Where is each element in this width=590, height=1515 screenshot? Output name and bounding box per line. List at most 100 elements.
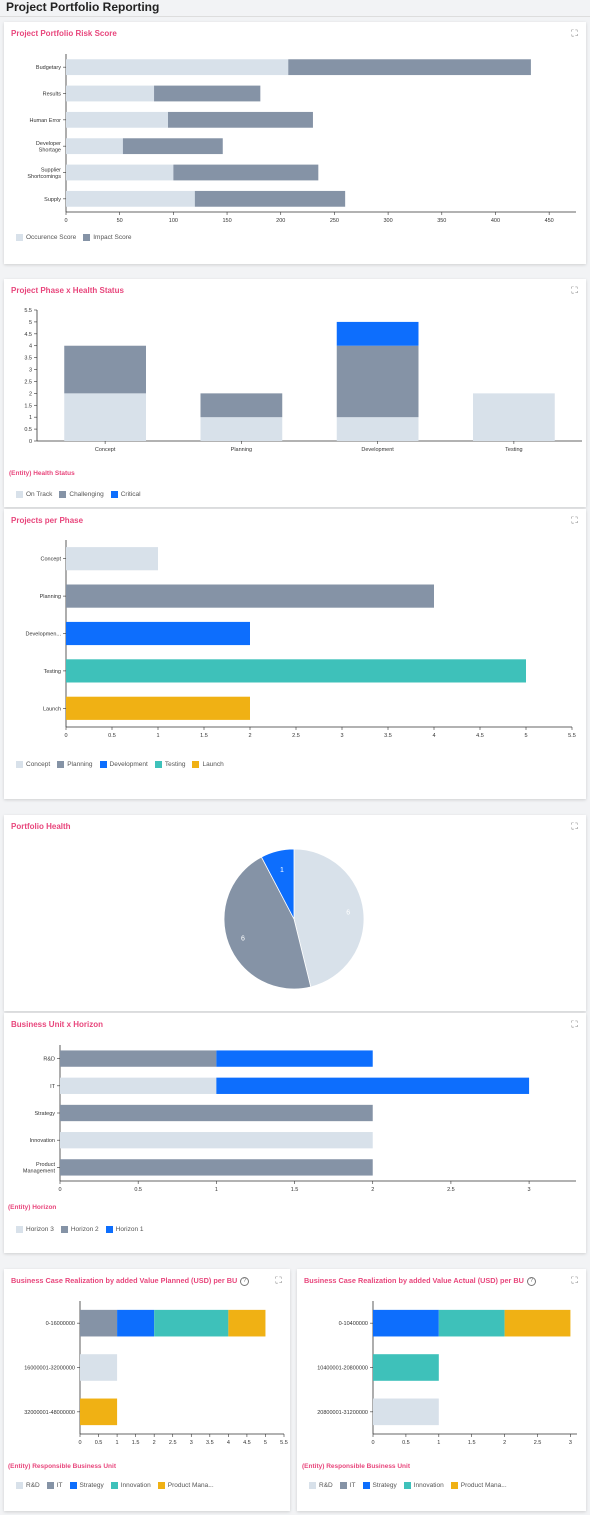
- legend-item[interactable]: R&D: [16, 1482, 40, 1489]
- y-tick-label: Management: [23, 1169, 56, 1175]
- bu-horizon-card: Business Unit x Horizon ⛶ 0 0.5 1 1.5 2 2.5 3 R…: [4, 1013, 586, 1253]
- chart-legend: Occurence Score Impact Score: [16, 234, 132, 241]
- x-tick-label: 0.5: [108, 733, 116, 739]
- legend-swatch: [16, 1482, 23, 1489]
- portfolio-health-card: Portfolio Health ⛶ 6 6 1: [4, 815, 586, 1011]
- expand-icon[interactable]: ⛶: [571, 28, 578, 38]
- x-tick-label: 1.5: [200, 733, 208, 739]
- bar-segment: [60, 1132, 373, 1149]
- legend-item[interactable]: Planning: [57, 761, 93, 768]
- legend-label: Innovation: [120, 1482, 151, 1489]
- y-tick-label: 10400001-20800000: [317, 1366, 368, 1372]
- legend-item[interactable]: Impact Score: [83, 234, 132, 241]
- card-title: Project Phase x Health Status: [11, 286, 124, 295]
- x-tick-label: 200: [276, 218, 285, 224]
- bar-segment: [66, 584, 434, 608]
- bc-actual-chart: 0 0.5 1 1.5 2 2.5 3 0-10400000 10400001-20800000…: [317, 1301, 577, 1446]
- bar-segment: [66, 138, 123, 155]
- legend-label: Impact Score: [93, 234, 132, 241]
- y-tick-label: Budgetary: [36, 65, 61, 71]
- legend-item[interactable]: Innovation: [110, 1482, 151, 1489]
- y-tick-label: 5.5: [24, 308, 32, 314]
- bar-segment: [80, 1309, 118, 1337]
- pie-slice: [293, 848, 365, 988]
- legend-item[interactable]: Strategy: [69, 1482, 104, 1489]
- legend-label: Critical: [120, 491, 141, 498]
- legend-item[interactable]: Challenging: [59, 491, 104, 498]
- legend-item[interactable]: Horizon 1: [105, 1226, 143, 1233]
- legend-item[interactable]: Product Mana...: [157, 1482, 214, 1489]
- y-tick-label: Supplier: [41, 167, 61, 173]
- x-tick-label: 5.5: [568, 733, 576, 739]
- x-tick-label: 1: [116, 1440, 119, 1446]
- expand-icon[interactable]: ⛶: [571, 515, 578, 525]
- bar-segment: [154, 85, 261, 102]
- y-tick-label: Testing: [44, 669, 61, 675]
- y-tick-label: 4.5: [24, 332, 32, 338]
- bar-segment: [168, 111, 313, 128]
- x-tick-label: 300: [384, 218, 393, 224]
- legend-item[interactable]: Occurence Score: [16, 234, 76, 241]
- x-tick-label: 3.5: [206, 1440, 214, 1446]
- legend-item[interactable]: Strategy: [362, 1482, 397, 1489]
- legend-swatch: [16, 761, 23, 768]
- help-icon[interactable]: ?: [240, 1276, 250, 1286]
- legend-swatch: [450, 1482, 458, 1489]
- bar-segment: [373, 1398, 439, 1426]
- pie-slice-label: 6: [241, 935, 245, 942]
- bar-segment: [66, 164, 174, 181]
- legend-label: Concept: [26, 761, 51, 768]
- expand-icon[interactable]: ⛶: [571, 1275, 578, 1285]
- legend-swatch: [83, 234, 91, 241]
- y-tick-label: Planning: [40, 594, 61, 600]
- card-title: Portfolio Health: [11, 822, 71, 831]
- help-icon[interactable]: ?: [526, 1276, 536, 1286]
- legend-swatch: [16, 1226, 23, 1233]
- legend-label: IT: [56, 1482, 63, 1489]
- bar-segment: [117, 1309, 155, 1337]
- y-tick-label: Shortcomings: [27, 174, 61, 180]
- x-tick-label: Planning: [231, 447, 252, 453]
- card-title: Project Portfolio Risk Score: [11, 29, 117, 38]
- expand-icon[interactable]: ⛶: [571, 285, 578, 295]
- expand-icon[interactable]: ⛶: [571, 821, 578, 831]
- y-tick-label: 2: [29, 391, 32, 397]
- bar-segment: [66, 85, 155, 102]
- expand-icon[interactable]: ⛶: [571, 1019, 578, 1029]
- card-title: Business Case Realization by added Value…: [11, 1276, 250, 1286]
- x-tick-label: 2: [248, 733, 251, 739]
- phase-health-chart: 0 0.5 1 1.5 2 2.5 3 3.5 4 4.5 5 5.5 Concept Planning D…: [24, 308, 582, 453]
- legend-item[interactable]: Horizon 3: [16, 1226, 54, 1233]
- legend-item[interactable]: Launch: [192, 761, 224, 768]
- x-tick-label: 0.5: [95, 1440, 103, 1446]
- legend-item[interactable]: Product Mana...: [450, 1482, 507, 1489]
- x-tick-label: 2.5: [292, 733, 300, 739]
- legend-item[interactable]: Critical: [110, 491, 141, 498]
- x-tick-label: 400: [491, 218, 500, 224]
- x-tick-label: 0.5: [402, 1440, 410, 1446]
- card-title: Business Case Realization by added Value…: [304, 1276, 536, 1286]
- x-tick-label: 5: [524, 733, 527, 739]
- legend-item[interactable]: Concept: [16, 761, 50, 768]
- legend-item[interactable]: IT: [339, 1482, 356, 1489]
- legend-item[interactable]: On Track: [16, 491, 52, 498]
- x-tick-label: 2.5: [534, 1440, 542, 1446]
- y-tick-label: 20800001-31200000: [317, 1410, 368, 1416]
- legend-label: Planning: [67, 761, 93, 768]
- bar-segment: [194, 190, 346, 207]
- legend-item[interactable]: Horizon 2: [60, 1226, 99, 1233]
- legend-item[interactable]: Development: [99, 761, 148, 768]
- x-tick-label: 250: [330, 218, 339, 224]
- bar-segment: [66, 659, 526, 683]
- bar-segment: [336, 321, 419, 346]
- legend-item[interactable]: Innovation: [403, 1482, 444, 1489]
- legend-label: Occurence Score: [26, 234, 77, 241]
- x-tick-label: 0: [64, 733, 67, 739]
- legend-swatch: [362, 1482, 370, 1489]
- legend-item[interactable]: IT: [46, 1482, 63, 1489]
- bar-segment: [66, 59, 289, 76]
- legend-item[interactable]: R&D: [309, 1482, 333, 1489]
- legend-item[interactable]: Testing: [154, 761, 185, 768]
- x-tick-label: 0.5: [134, 1187, 142, 1193]
- expand-icon[interactable]: ⛶: [275, 1275, 282, 1285]
